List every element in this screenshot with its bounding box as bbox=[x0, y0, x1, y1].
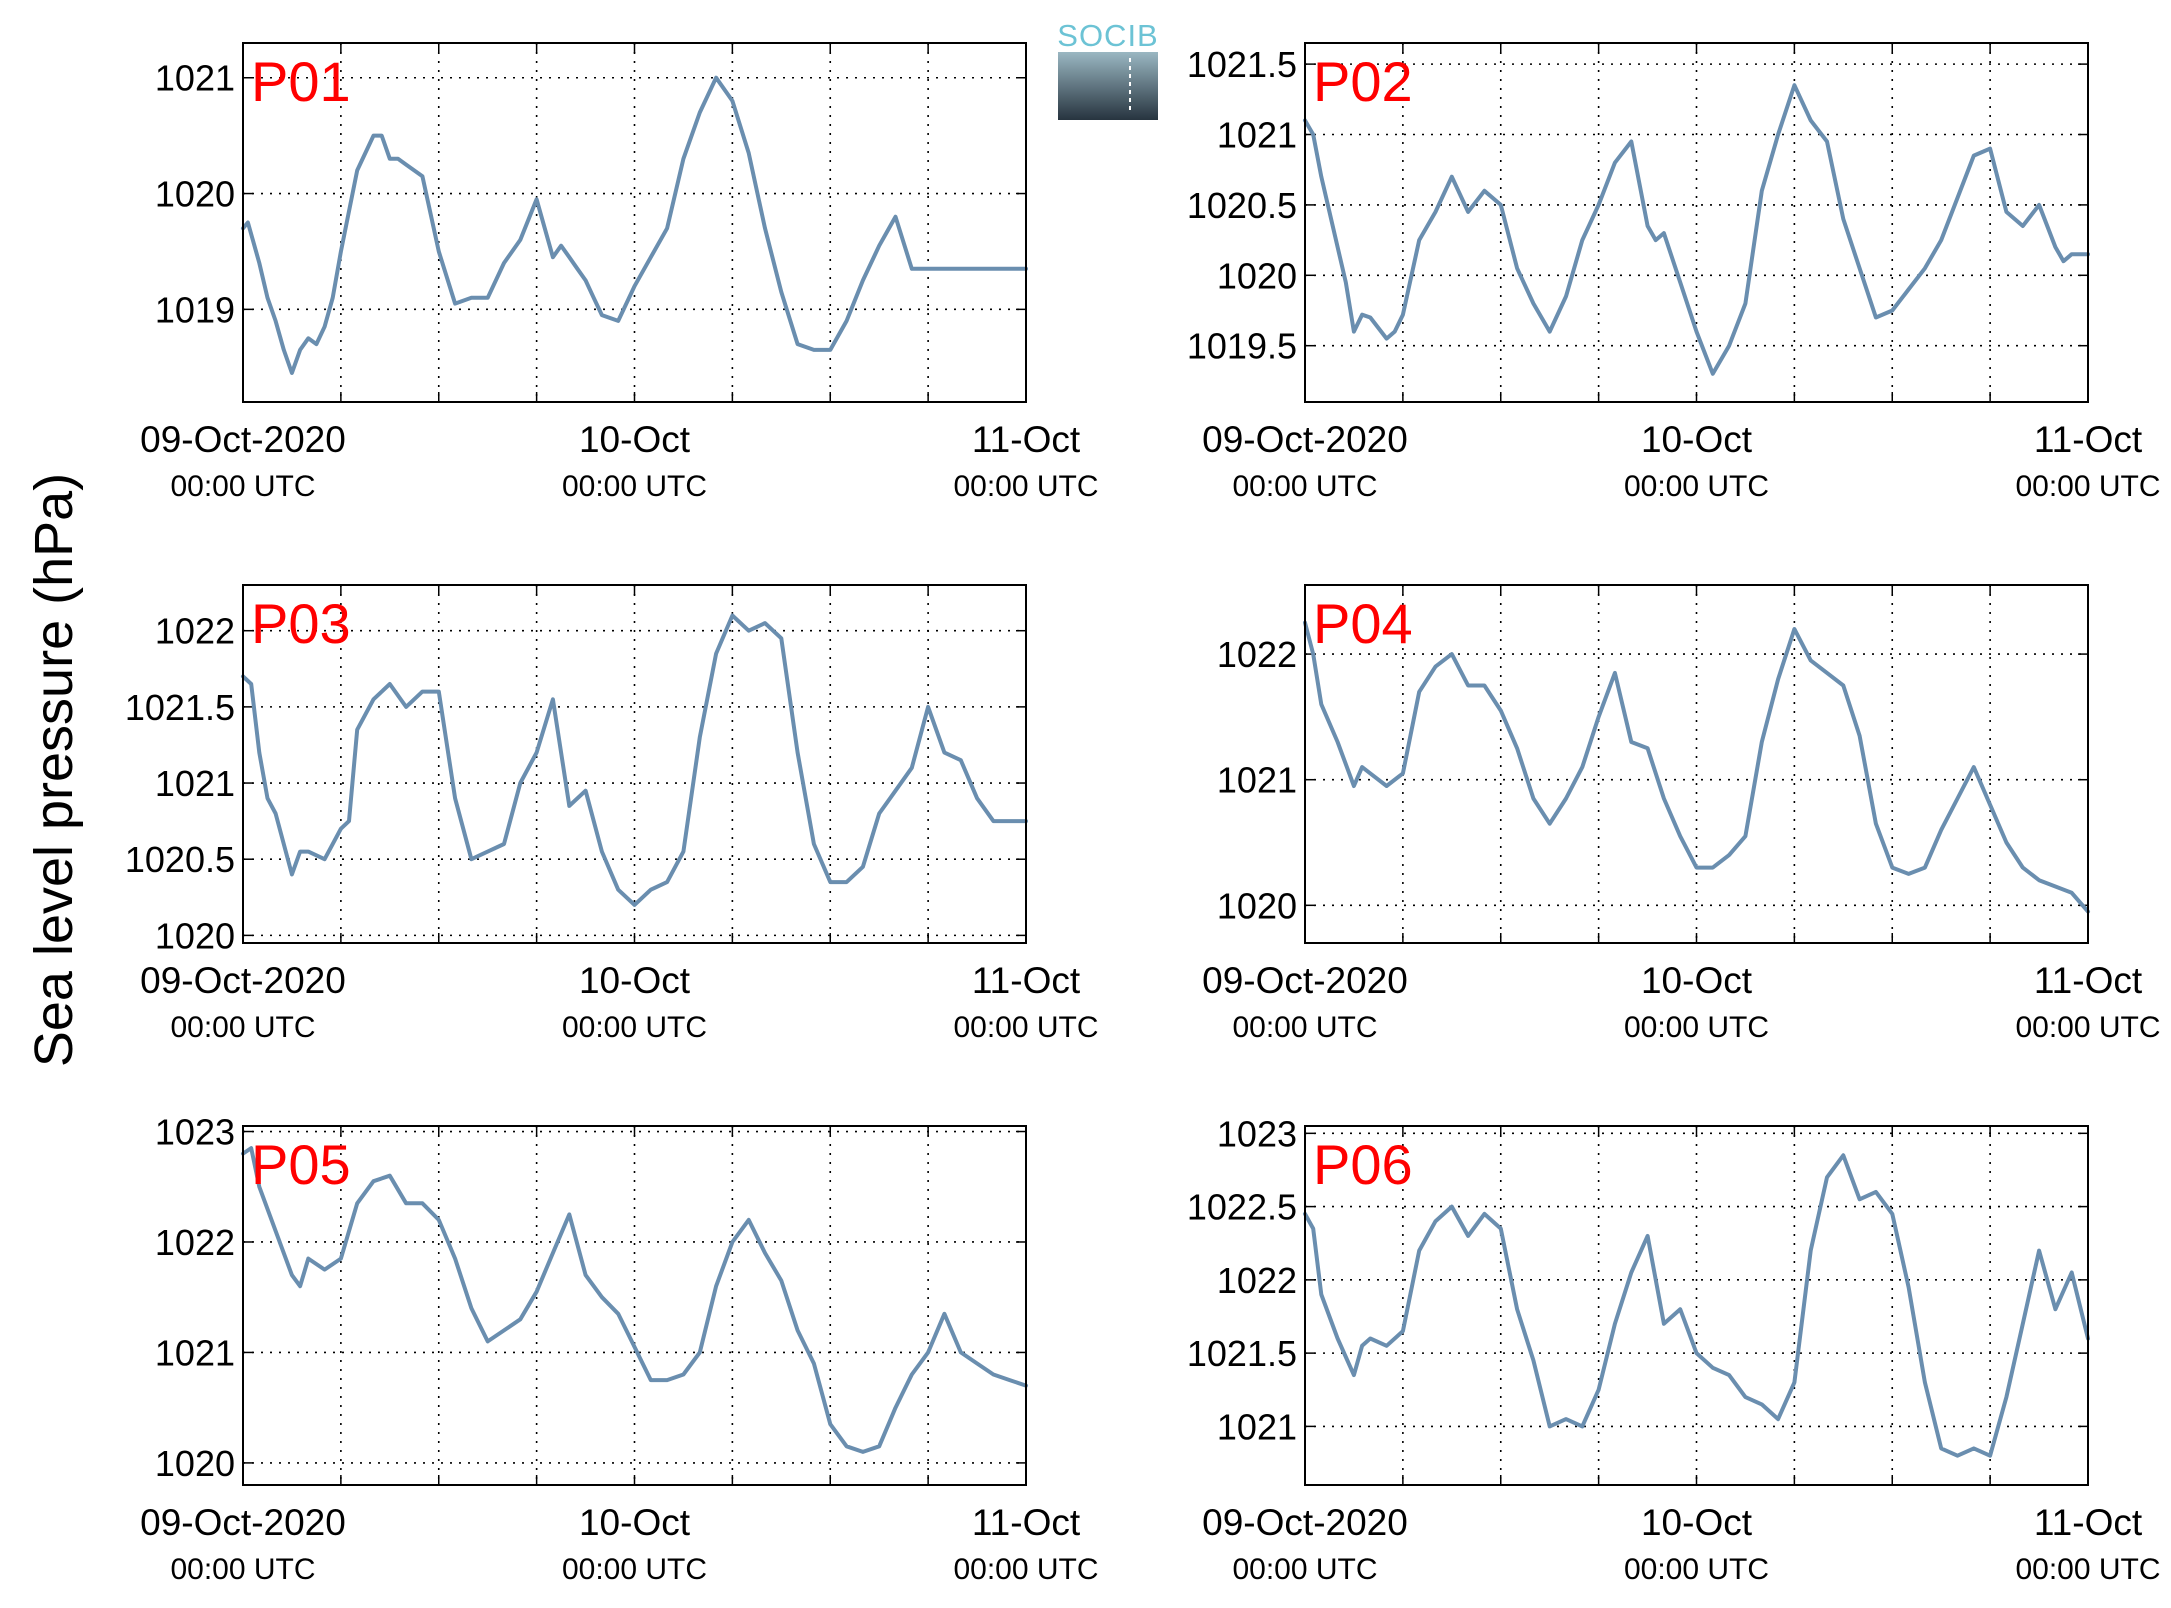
series-line-p03 bbox=[241, 613, 1028, 907]
y-tick-label: 1020 bbox=[1217, 885, 1297, 926]
x-tick-sublabel: 00:00 UTC bbox=[1232, 1011, 1377, 1044]
x-tick-label: 10-Oct bbox=[1641, 1502, 1753, 1543]
plot-area bbox=[1305, 585, 2088, 943]
x-tick-sublabel: 00:00 UTC bbox=[2015, 470, 2160, 503]
series-line-p02 bbox=[1303, 83, 2090, 376]
x-tick-label: 11-Oct bbox=[972, 1502, 1081, 1543]
panel-p06: 1021 1021.5 1022 1022.5 1023 09-Oct-2020 00:00… bbox=[1187, 1113, 2161, 1586]
series-line-p06 bbox=[1303, 1153, 2090, 1458]
y-tick-label: 1020.5 bbox=[1187, 185, 1297, 226]
x-tick-sublabel: 00:00 UTC bbox=[562, 470, 707, 503]
x-tick-sublabel: 00:00 UTC bbox=[562, 1011, 707, 1044]
panel-label: P01 bbox=[251, 50, 351, 113]
y-tick-label: 1022 bbox=[1217, 634, 1297, 675]
y-tick-label: 1020.5 bbox=[125, 839, 235, 880]
y-tick-label: 1021 bbox=[155, 763, 235, 804]
x-tick-sublabel: 00:00 UTC bbox=[953, 1553, 1098, 1586]
y-tick-label: 1022.5 bbox=[1187, 1187, 1297, 1228]
x-tick-label: 09-Oct-2020 bbox=[140, 960, 346, 1001]
x-tick-label: 10-Oct bbox=[1641, 419, 1753, 460]
y-tick-label: 1021.5 bbox=[1187, 44, 1297, 85]
y-tick-label: 1023 bbox=[1217, 1113, 1297, 1154]
x-tick-label: 09-Oct-2020 bbox=[1202, 960, 1408, 1001]
logo-text: SOCIB bbox=[1057, 18, 1158, 53]
x-tick-sublabel: 00:00 UTC bbox=[953, 1011, 1098, 1044]
plot-area bbox=[243, 43, 1026, 402]
panel-p01: 1019 1020 1021 09-Oct-2020 00:00 UTC 10-Oct 00… bbox=[140, 42, 1099, 503]
x-tick-sublabel: 00:00 UTC bbox=[562, 1553, 707, 1586]
x-tick-sublabel: 00:00 UTC bbox=[2015, 1011, 2160, 1044]
y-tick-label: 1021.5 bbox=[125, 687, 235, 728]
x-tick-label: 10-Oct bbox=[1641, 960, 1753, 1001]
axes-frame bbox=[242, 584, 1027, 944]
x-tick-label: 11-Oct bbox=[972, 960, 1081, 1001]
plot-area bbox=[1305, 1126, 2088, 1485]
x-tick-label: 10-Oct bbox=[579, 1502, 691, 1543]
panel-p03: 1020 1020.5 1021 1021.5 1022 09-Oct-2020 00:00… bbox=[125, 584, 1099, 1044]
x-tick-sublabel: 00:00 UTC bbox=[1232, 470, 1377, 503]
x-tick-label: 09-Oct-2020 bbox=[1202, 1502, 1408, 1543]
x-tick-label: 09-Oct-2020 bbox=[140, 419, 346, 460]
y-tick-label: 1021.5 bbox=[1187, 1333, 1297, 1374]
x-tick-label: 11-Oct bbox=[972, 419, 1081, 460]
x-tick-sublabel: 00:00 UTC bbox=[953, 470, 1098, 503]
axes-frame bbox=[1304, 42, 2089, 403]
x-tick-label: 09-Oct-2020 bbox=[1202, 419, 1408, 460]
x-tick-sublabel: 00:00 UTC bbox=[1624, 470, 1769, 503]
x-tick-sublabel: 00:00 UTC bbox=[1624, 1553, 1769, 1586]
y-tick-label: 1020 bbox=[155, 1443, 235, 1484]
x-tick-sublabel: 00:00 UTC bbox=[170, 1553, 315, 1586]
axes-frame bbox=[1304, 1125, 2089, 1486]
x-tick-label: 11-Oct bbox=[2034, 419, 2143, 460]
series-line-p04 bbox=[1303, 620, 2090, 914]
panel-label: P02 bbox=[1313, 50, 1413, 113]
x-tick-sublabel: 00:00 UTC bbox=[1624, 1011, 1769, 1044]
y-tick-label: 1021 bbox=[155, 58, 235, 99]
y-tick-label: 1022 bbox=[155, 1222, 235, 1263]
panel-label: P04 bbox=[1313, 592, 1413, 655]
y-tick-label: 1019.5 bbox=[1187, 326, 1297, 367]
y-tick-label: 1022 bbox=[1217, 1260, 1297, 1301]
series-line-p01 bbox=[241, 75, 1028, 375]
axes-frame bbox=[1304, 584, 2089, 944]
y-tick-label: 1019 bbox=[155, 289, 235, 330]
x-tick-label: 11-Oct bbox=[2034, 960, 2143, 1001]
socib-logo: SOCIB bbox=[1057, 18, 1158, 120]
panel-label: P06 bbox=[1313, 1133, 1413, 1196]
x-tick-label: 10-Oct bbox=[579, 960, 691, 1001]
panel-p02: 1019.5 1020 1020.5 1021 1021.5 09-Oct-2020 00:… bbox=[1187, 42, 2161, 503]
y-tick-label: 1020 bbox=[155, 915, 235, 956]
chart-panels: 1019 1020 1021 09-Oct-2020 00:00 UTC 10-Oct 00… bbox=[125, 42, 2161, 1586]
panel-p04: 1020 1021 1022 09-Oct-2020 00:00 UTC 10-Oct 00… bbox=[1202, 584, 2161, 1044]
x-tick-sublabel: 00:00 UTC bbox=[170, 470, 315, 503]
x-tick-sublabel: 00:00 UTC bbox=[1232, 1553, 1377, 1586]
panel-label: P03 bbox=[251, 592, 351, 655]
y-tick-label: 1022 bbox=[155, 611, 235, 652]
plot-area bbox=[243, 585, 1026, 943]
y-tick-label: 1020 bbox=[1217, 255, 1297, 296]
axes-frame bbox=[242, 1125, 1027, 1486]
panel-p05: 1020 1021 1022 1023 09-Oct-2020 00:00 UTC 10-O… bbox=[140, 1112, 1098, 1586]
series-line-p05 bbox=[241, 1146, 1028, 1454]
x-tick-label: 09-Oct-2020 bbox=[140, 1502, 346, 1543]
y-tick-label: 1020 bbox=[155, 174, 235, 215]
axes-frame bbox=[242, 42, 1027, 403]
y-tick-label: 1021 bbox=[1217, 760, 1297, 801]
y-axis-label: Sea level pressure (hPa) bbox=[24, 473, 84, 1067]
y-tick-label: 1021 bbox=[1217, 115, 1297, 156]
x-tick-label: 10-Oct bbox=[579, 419, 691, 460]
x-tick-label: 11-Oct bbox=[2034, 1502, 2143, 1543]
y-tick-label: 1021 bbox=[155, 1332, 235, 1373]
panel-label: P05 bbox=[251, 1133, 351, 1196]
plot-area bbox=[243, 1126, 1026, 1485]
x-tick-sublabel: 00:00 UTC bbox=[2015, 1553, 2160, 1586]
y-tick-label: 1021 bbox=[1217, 1406, 1297, 1447]
plot-area bbox=[1305, 43, 2088, 402]
x-tick-sublabel: 00:00 UTC bbox=[170, 1011, 315, 1044]
y-tick-label: 1023 bbox=[155, 1112, 235, 1153]
